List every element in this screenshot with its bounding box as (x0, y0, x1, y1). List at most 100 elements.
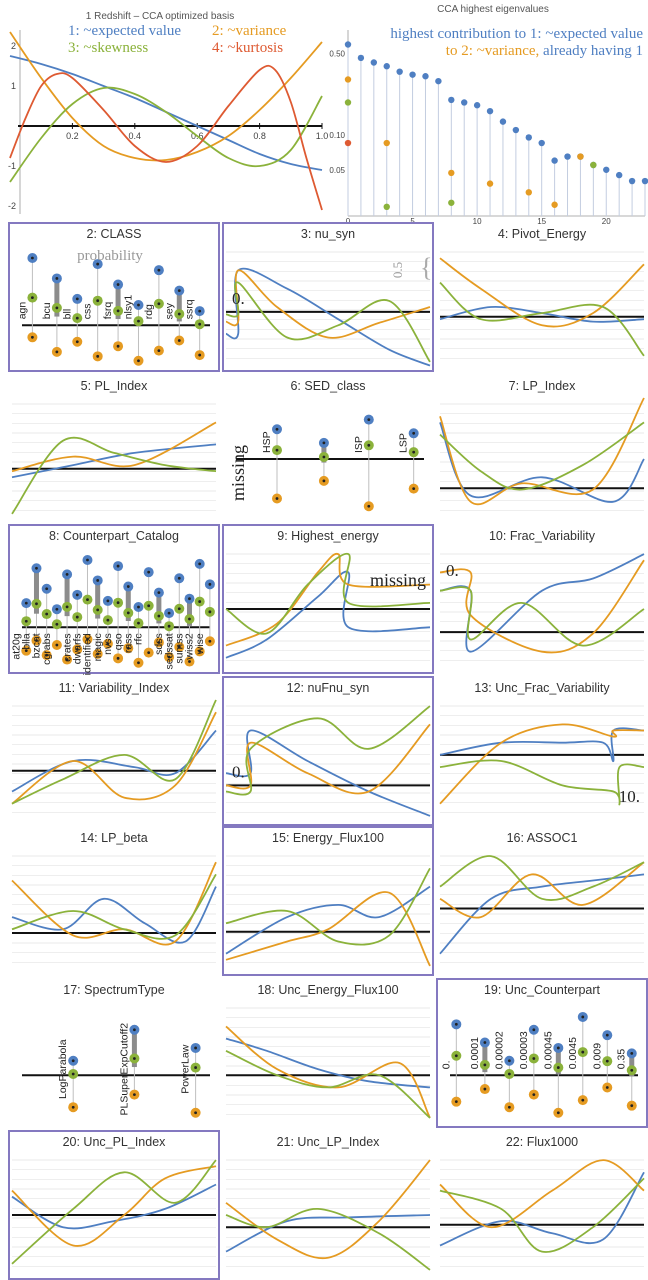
panel-curve (439, 759, 645, 806)
panel-21: 21: Unc_LP_Index (225, 1135, 431, 1271)
cat-label: sdss (153, 633, 165, 655)
cat-dot-center (75, 316, 79, 320)
panel-title: 7: LP_Index (509, 379, 576, 393)
cat-dot-center (35, 639, 38, 642)
panel-title: 21: Unc_LP_Index (277, 1135, 381, 1149)
panel-5: 5: PL_Index (11, 379, 217, 515)
cat-dot-center (86, 598, 89, 602)
cat-label: blla (20, 633, 32, 650)
basis-legend-entry: 2: ~variance (212, 23, 287, 39)
cat-dot-center (55, 350, 59, 354)
basis-legend-entry: 4: ~kurtosis (212, 40, 283, 56)
cat-dot-center (167, 611, 171, 615)
cat-dot-center (45, 612, 49, 616)
cat-dot-center (367, 504, 371, 508)
eigen-x-tick-label: 0 (346, 217, 351, 226)
panel-curve (439, 1177, 645, 1253)
cat-dot-center (605, 1086, 609, 1089)
cat-dot-center (116, 656, 120, 660)
cat-missing-label: missing (228, 445, 248, 501)
cat-label: rfc (133, 633, 145, 645)
cat-label: bzcat (31, 633, 43, 658)
panel-6: 6: SED_class HSP ISP LSP missing (228, 379, 424, 512)
cat-label: PLSuperExpCutoff2 (118, 1023, 130, 1116)
panel-title: 15: Energy_Flux100 (272, 831, 384, 845)
cat-prob-bar (131, 1033, 137, 1068)
panel-curve (439, 1171, 645, 1247)
cat-dot-center (96, 579, 100, 582)
eigen-point (577, 153, 584, 160)
cat-dot-center (137, 319, 140, 323)
cat-dot-center (177, 339, 181, 342)
panel-curve (225, 705, 431, 796)
cat-label: rdg (143, 304, 155, 319)
cat-dot-center (454, 1100, 458, 1104)
cat-prob-bar (115, 288, 121, 319)
cat-dot-center (116, 564, 120, 568)
panel-curve (11, 1183, 217, 1230)
basis-legend-entry: 1: ~expected value (68, 23, 181, 39)
eigen-point (538, 139, 545, 147)
panel-curve (225, 1037, 431, 1089)
eigen-point (551, 201, 558, 208)
panel-curve (439, 861, 645, 919)
panel-8: 8: Counterpart_Catalog at20gbllabzcatcgra… (8, 524, 220, 675)
eigen-point (525, 189, 532, 196)
cat-dot-center (86, 558, 89, 562)
eigen-annotation-2-blue: already having 1 (539, 43, 643, 59)
cat-dot-center (96, 354, 100, 358)
eigen-point (383, 139, 390, 147)
cat-dot-center (605, 1059, 609, 1063)
basis-chart: 1 Redshift – CCA optimized basis 0.2 0.4 0.… (8, 11, 328, 214)
panel-annotation: missing (370, 570, 426, 590)
panel-curve (225, 885, 431, 955)
eigen-point (551, 157, 558, 164)
cat-dot-center (116, 283, 120, 286)
cat-label: bcu (41, 302, 53, 319)
eigen-point (344, 41, 352, 48)
cat-prob-bar (482, 1046, 488, 1073)
cat-prob-bar (33, 572, 39, 614)
cat-dot-center (275, 497, 279, 500)
panel-title: 19: Unc_Counterpart (484, 983, 601, 997)
cat-label: wiss2 (184, 633, 196, 660)
eigen-chart: CCA highest eigenvalues 0.50 0.10 0.05 0 5 10 1… (329, 4, 648, 226)
panel-title: 14: LP_beta (80, 831, 147, 845)
cat-dot-center (556, 1066, 560, 1069)
panel-curve (11, 711, 217, 805)
panel-curve (225, 891, 431, 967)
cat-dot-center (65, 605, 69, 609)
eigen-point (448, 96, 455, 104)
cat-dot-center (198, 309, 202, 313)
cat-label: css (82, 304, 94, 320)
panel-title: 4: Pivot_Energy (498, 227, 587, 241)
cat-dot-center (157, 614, 161, 618)
cat-dot-center (137, 661, 140, 665)
cat-dot-center (75, 593, 79, 597)
cat-dot-center (24, 619, 28, 623)
cat-dot-center (208, 582, 212, 586)
cat-dot-center (106, 599, 110, 603)
cat-dot-center (412, 487, 416, 491)
cat-dot-center (367, 443, 371, 447)
panel-title: 11: Variability_Index (59, 681, 170, 695)
panel-16: 16: ASSOC1 (439, 831, 645, 963)
cat-dot-center (556, 1046, 560, 1050)
cat-dot-center (194, 1066, 198, 1069)
cat-dot-center (35, 602, 38, 606)
cat-dot-center (147, 604, 151, 608)
cat-dot-center (24, 601, 28, 605)
cat-label: ssrq (184, 299, 196, 319)
cat-dot-center (630, 1104, 634, 1108)
panel-curve (439, 586, 645, 647)
panel-title: 16: ASSOC1 (507, 831, 578, 845)
cat-dot-center (208, 639, 212, 643)
eigen-x-tick-label: 10 (473, 217, 482, 226)
panel-title: 2: CLASS (87, 227, 142, 241)
cat-dot-center (507, 1072, 511, 1076)
cat-dot-center (71, 1105, 75, 1109)
panel-frame (222, 524, 434, 674)
panel-curve (225, 1025, 431, 1119)
cat-label: 0.0001 (469, 1037, 481, 1069)
cat-dot-center (96, 652, 100, 656)
